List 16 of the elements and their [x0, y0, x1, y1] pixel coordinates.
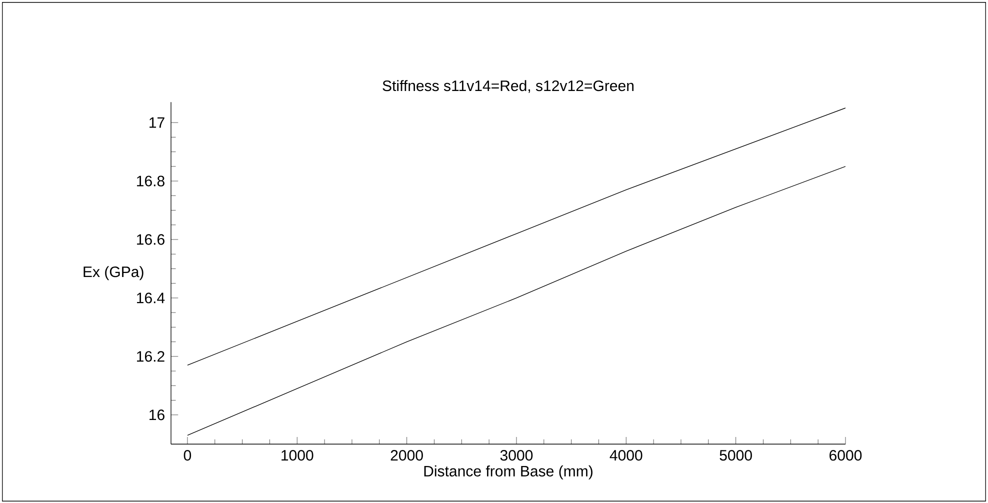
- y-tick-label: 16.8: [137, 175, 164, 186]
- y-axis-title: Ex (GPa): [84, 266, 144, 280]
- y-tick-label: 16: [150, 409, 164, 420]
- x-tick-label: 4000: [610, 450, 642, 460]
- x-tick-label: 2000: [390, 450, 423, 460]
- x-tick-label: 0: [184, 450, 192, 460]
- x-axis-title: Distance from Base (mm): [424, 465, 592, 480]
- y-tick-label: 16.2: [137, 350, 164, 362]
- chart-title: Stiffness s11v14=Red, s12v12=Green: [382, 80, 634, 93]
- y-tick-label: 16.4: [137, 292, 165, 304]
- x-tick-label: 5000: [720, 450, 752, 460]
- x-tick-label: 6000: [830, 450, 862, 460]
- x-tick-label: 1000: [282, 450, 314, 460]
- y-tick-label: 16.6: [137, 234, 164, 245]
- y-tick-label: 17: [150, 117, 164, 128]
- x-tick-label: 3000: [500, 450, 533, 460]
